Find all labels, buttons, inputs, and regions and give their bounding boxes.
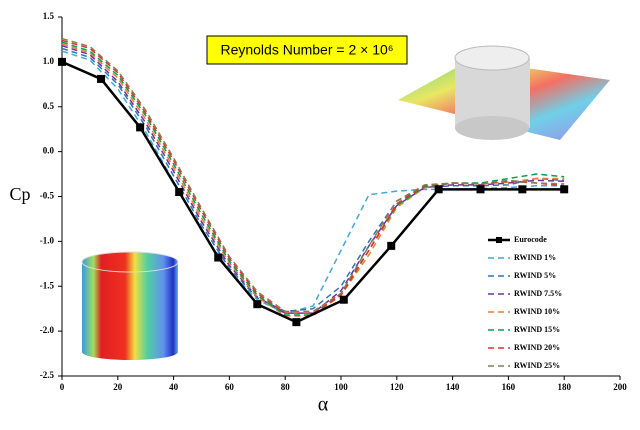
y-tick-label: 0.0 bbox=[43, 146, 55, 156]
line bbox=[61, 37, 565, 313]
x-tick-label: 180 bbox=[557, 382, 571, 392]
line bbox=[61, 50, 565, 314]
legend-label: RWIND 1% bbox=[514, 253, 556, 262]
x-tick-label: 200 bbox=[613, 382, 627, 392]
marker bbox=[253, 300, 262, 309]
marker bbox=[387, 241, 396, 250]
marker bbox=[560, 185, 569, 194]
legend-label: RWIND 10% bbox=[514, 307, 560, 316]
x-tick-label: 60 bbox=[225, 382, 235, 392]
legend-label: RWIND 15% bbox=[514, 325, 560, 334]
line bbox=[61, 47, 565, 313]
x-tick-label: 0 bbox=[60, 382, 65, 392]
y-tick-label: 1.0 bbox=[43, 56, 55, 66]
x-tick-label: 160 bbox=[502, 382, 516, 392]
legend-marker bbox=[496, 237, 502, 243]
marker bbox=[434, 185, 443, 194]
y-axis-label: Cp bbox=[9, 184, 30, 204]
x-tick-label: 40 bbox=[169, 382, 179, 392]
x-axis-label: α bbox=[318, 394, 329, 416]
marker bbox=[214, 253, 223, 262]
annotation-box bbox=[206, 35, 408, 65]
line bbox=[61, 41, 565, 316]
marker bbox=[136, 123, 145, 132]
legend-label: RWIND 25% bbox=[514, 361, 560, 370]
legend-label: RWIND 5% bbox=[514, 271, 556, 280]
legend-label: RWIND 7.5% bbox=[514, 289, 562, 298]
y-tick-label: 0.5 bbox=[43, 101, 55, 111]
y-tick-label: -2.5 bbox=[40, 370, 55, 380]
marker bbox=[292, 318, 301, 327]
marker bbox=[97, 74, 106, 83]
line bbox=[61, 39, 565, 314]
annotation: Reynolds Number = 2 × 10⁶ bbox=[220, 42, 393, 58]
x-tick-label: 120 bbox=[390, 382, 404, 392]
marker bbox=[58, 57, 66, 66]
y-tick-label: -1.5 bbox=[40, 280, 55, 290]
marker bbox=[518, 185, 527, 194]
y-tick-label: -1.0 bbox=[40, 235, 55, 245]
legend-label: Eurocode bbox=[514, 235, 547, 244]
legend-label: RWIND 20% bbox=[514, 343, 560, 352]
y-tick-label: 1.5 bbox=[43, 11, 55, 21]
x-tick-label: 80 bbox=[281, 382, 291, 392]
marker bbox=[339, 295, 348, 304]
x-tick-label: 100 bbox=[334, 382, 348, 392]
marker bbox=[175, 188, 184, 197]
y-tick-label: -0.5 bbox=[40, 191, 55, 201]
cylinder-render bbox=[81, 251, 179, 360]
y-tick-label: -2.0 bbox=[40, 325, 55, 335]
x-tick-label: 20 bbox=[113, 382, 123, 392]
marker bbox=[476, 185, 485, 194]
flow-render bbox=[398, 45, 610, 140]
x-tick-label: 140 bbox=[446, 382, 460, 392]
